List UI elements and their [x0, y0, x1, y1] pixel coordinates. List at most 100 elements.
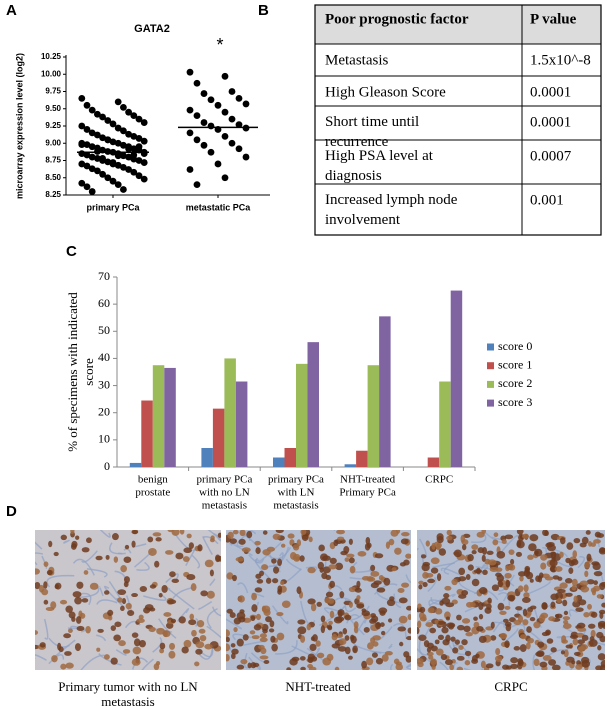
- table-cell: High Gleason Score: [325, 84, 446, 100]
- stroma: [203, 535, 219, 545]
- nucleus: [149, 607, 156, 612]
- stroma: [96, 634, 107, 642]
- nucleus: [571, 584, 577, 591]
- nucleus: [444, 585, 452, 591]
- nucleus: [326, 624, 333, 630]
- nucleus: [523, 592, 530, 599]
- bar: [344, 464, 357, 467]
- nucleus: [443, 593, 450, 599]
- nucleus: [120, 605, 125, 611]
- nucleus: [308, 536, 313, 543]
- nucleus: [399, 641, 404, 647]
- data-dot: [114, 161, 122, 169]
- nucleus: [544, 530, 549, 537]
- y-tick-label: 30: [98, 377, 110, 391]
- nucleus: [232, 530, 239, 535]
- data-dot: [88, 153, 96, 161]
- nucleus: [383, 577, 391, 586]
- nucleus: [321, 572, 328, 580]
- nucleus: [580, 644, 589, 650]
- nucleus: [482, 546, 487, 555]
- stroma: [143, 594, 167, 601]
- nucleus: [287, 533, 295, 539]
- data-dot: [120, 141, 127, 149]
- nucleus: [162, 630, 171, 638]
- nucleus: [529, 578, 534, 583]
- x-tick-label: NHT-treated: [340, 474, 396, 486]
- nucleus: [566, 542, 574, 550]
- nucleus: [594, 531, 601, 538]
- nucleus: [456, 666, 464, 670]
- stroma: [226, 642, 232, 651]
- stroma: [532, 654, 536, 670]
- stroma: [226, 618, 242, 630]
- nucleus: [541, 631, 549, 637]
- nucleus: [81, 547, 90, 553]
- nucleus: [596, 594, 603, 599]
- nucleus: [226, 629, 231, 638]
- nucleus: [517, 585, 524, 593]
- nucleus: [521, 596, 531, 603]
- stroma: [346, 614, 360, 624]
- stroma: [98, 653, 122, 666]
- stroma: [63, 539, 70, 544]
- nucleus: [46, 569, 53, 576]
- bar: [367, 365, 380, 467]
- nucleus: [464, 650, 472, 657]
- nucleus: [299, 656, 306, 661]
- nucleus: [315, 640, 321, 647]
- stroma: [81, 550, 98, 563]
- nucleus: [584, 570, 589, 578]
- nucleus: [559, 551, 564, 558]
- nucleus: [188, 542, 194, 549]
- legend-swatch: [487, 380, 494, 388]
- nucleus: [165, 550, 174, 555]
- nucleus: [445, 602, 455, 608]
- legend-label: score 3: [498, 395, 532, 409]
- data-dot: [114, 181, 122, 189]
- data-dot: [104, 158, 112, 166]
- nucleus: [300, 635, 306, 643]
- nucleus: [329, 610, 335, 619]
- nucleus: [53, 551, 59, 557]
- nucleus: [199, 634, 207, 642]
- nucleus: [76, 581, 84, 589]
- nucleus: [451, 599, 458, 605]
- nucleus: [35, 630, 39, 635]
- x-tick-label: metastasis: [273, 500, 318, 512]
- data-dot: [78, 122, 86, 130]
- nucleus: [588, 639, 598, 647]
- nucleus: [495, 647, 501, 656]
- nucleus: [161, 584, 168, 593]
- stroma: [80, 592, 92, 606]
- nucleus: [262, 628, 268, 634]
- nucleus: [461, 539, 469, 545]
- nucleus: [261, 605, 266, 612]
- nucleus: [555, 613, 563, 619]
- nucleus: [576, 622, 586, 629]
- image-caption: CRPC: [494, 679, 527, 694]
- data-dot: [200, 90, 208, 97]
- nucleus: [254, 540, 261, 546]
- nucleus: [253, 624, 262, 631]
- nucleus: [467, 553, 474, 562]
- nucleus: [350, 635, 357, 644]
- nucleus: [431, 542, 436, 550]
- nucleus: [320, 615, 326, 623]
- data-dot: [114, 152, 122, 160]
- nucleus: [275, 530, 284, 534]
- nucleus: [563, 610, 569, 616]
- nucleus: [371, 615, 379, 623]
- data-dot: [186, 166, 194, 173]
- data-dot: [83, 162, 91, 170]
- nucleus: [537, 641, 545, 648]
- nucleus: [407, 627, 411, 634]
- data-dot: [114, 139, 122, 147]
- nucleus: [597, 645, 602, 651]
- nucleus: [513, 619, 522, 626]
- nucleus: [43, 561, 49, 567]
- nucleus: [168, 650, 176, 659]
- nucleus: [540, 554, 548, 561]
- stroma: [271, 605, 289, 625]
